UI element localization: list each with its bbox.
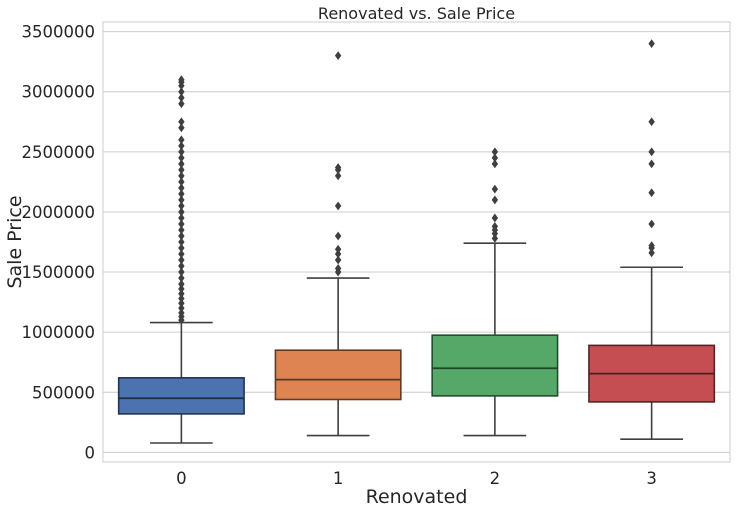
outlier-point [178,308,185,318]
y-tick-label: 3500000 [22,23,96,42]
outlier-point [178,273,185,283]
outlier-point [178,207,185,217]
x-tick-label: 0 [176,469,187,488]
box [431,334,559,397]
y-tick-label: 1500000 [22,263,96,282]
outlier-point [178,243,185,253]
outlier-point [178,249,185,259]
x-tick-label: 1 [333,469,344,488]
outlier-point [178,99,185,109]
outlier-point [491,184,499,194]
outlier-point [178,123,185,133]
box-group-0 [117,75,245,444]
outlier-point [178,219,185,229]
outlier-point [178,255,185,265]
outlier-point [178,135,185,145]
outlier-point [178,284,185,294]
boxes [117,39,716,444]
box [117,377,245,415]
box [274,349,402,401]
x-axis-ticks: 0 1 2 3 [176,469,657,488]
y-tick-label: 3000000 [22,83,96,102]
outlier-point [178,147,185,157]
outlier-point [648,117,655,127]
outlier-point [178,231,185,241]
outlier-point [178,294,185,303]
outlier-point [178,93,185,103]
outlier-point [648,147,655,157]
outlier-point [178,171,185,181]
outlier-point [491,153,499,163]
outlier-point [334,201,342,211]
outlier-point [334,171,342,181]
outlier-point [178,298,185,308]
y-axis-label: Sale Price [4,195,26,288]
outlier-point [178,201,185,211]
outlier-point [178,183,185,193]
y-tick-label: 500000 [32,383,95,402]
box-group-1 [274,51,402,437]
outlier-point [491,195,499,205]
outlier-point [178,165,185,175]
outlier-point [178,87,185,97]
outlier-point [334,264,342,273]
y-tick-label: 1000000 [22,323,96,342]
y-tick-label: 2500000 [22,143,96,162]
chart-title: Renovated vs. Sale Price [318,4,515,23]
outlier-point [491,213,499,223]
box-group-3 [588,39,716,440]
outlier-point [334,249,342,259]
outlier-point [334,231,342,241]
outlier-point [178,303,185,313]
outlier-point [491,233,499,243]
x-tick-label: 3 [646,469,657,488]
x-tick-label: 2 [490,469,501,488]
y-tick-label: 0 [85,443,96,462]
outlier-point [648,219,655,229]
outlier-point [178,213,185,223]
outlier-point [334,163,342,172]
y-tick-label: 2000000 [22,203,96,222]
outlier-point [334,244,342,254]
x-axis-label: Renovated [366,486,468,508]
outlier-point [648,248,655,258]
outlier-point [178,237,185,247]
y-axis-ticks: 0 500000 1000000 1500000 2000000 2500000 30000… [22,23,96,463]
outlier-point [178,289,185,299]
outlier-point [491,147,499,157]
outlier-point [491,221,499,231]
box-group-2 [431,147,559,437]
outlier-point [178,225,185,235]
outlier-point [178,153,185,163]
outlier-point [648,39,655,49]
outlier-point [648,241,655,251]
outlier-point [334,255,342,265]
outlier-point [178,189,185,199]
outlier-point [491,159,499,169]
outlier-point [178,117,185,127]
outlier-point [178,75,185,85]
outlier-point [648,159,655,169]
outlier-point [178,195,185,205]
outlier-point [648,188,655,198]
outlier-point [334,51,342,61]
outlier-point [178,261,185,271]
outlier-point [178,177,185,187]
outlier-point [178,141,185,151]
outlier-point [178,279,185,289]
outlier-point [178,267,185,277]
outlier-point [178,159,185,169]
